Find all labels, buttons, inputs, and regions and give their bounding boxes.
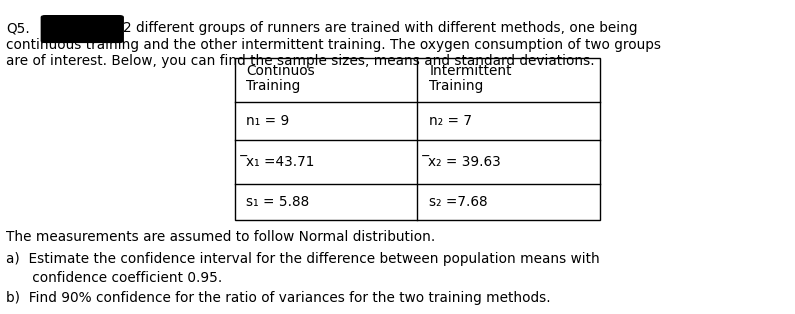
Text: Training: Training xyxy=(429,79,483,93)
Text: Training: Training xyxy=(246,79,301,93)
Text: b)  Find 90% confidence for the ratio of variances for the two training methods.: b) Find 90% confidence for the ratio of … xyxy=(6,291,551,305)
Text: The measurements are assumed to follow Normal distribution.: The measurements are assumed to follow N… xyxy=(6,230,436,244)
Text: s₂ =7.68: s₂ =7.68 xyxy=(429,195,488,209)
Text: Continuos: Continuos xyxy=(246,64,315,78)
Text: Q5.: Q5. xyxy=(6,21,30,35)
Text: are of interest. Below, you can find the sample sizes, means and standard deviat: are of interest. Below, you can find the… xyxy=(6,54,595,68)
Text: ̅x₁ =43.71: ̅x₁ =43.71 xyxy=(246,155,315,169)
Text: ̅x₂ = 39.63: ̅x₂ = 39.63 xyxy=(429,155,502,169)
Text: n₁ = 9: n₁ = 9 xyxy=(246,114,289,128)
Text: a)  Estimate the confidence interval for the difference between population means: a) Estimate the confidence interval for … xyxy=(6,252,600,266)
FancyBboxPatch shape xyxy=(41,16,123,42)
Text: s₁ = 5.88: s₁ = 5.88 xyxy=(246,195,310,209)
Text: Intermittent: Intermittent xyxy=(429,64,512,78)
Text: 2 different groups of runners are trained with different methods, one being: 2 different groups of runners are traine… xyxy=(123,21,638,35)
Text: confidence coefficient 0.95.: confidence coefficient 0.95. xyxy=(6,271,223,285)
Text: continuous training and the other intermittent training. The oxygen consumption : continuous training and the other interm… xyxy=(6,38,661,51)
Text: n₂ = 7: n₂ = 7 xyxy=(429,114,472,128)
